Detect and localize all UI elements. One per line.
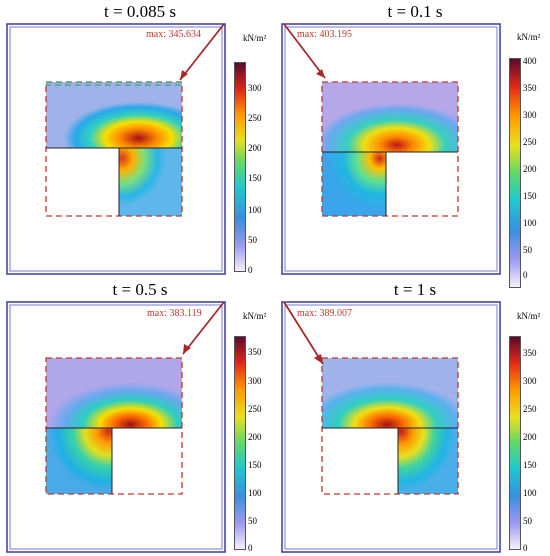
colorbar: [509, 58, 521, 288]
pressure-field-plot: [6, 23, 226, 275]
colorbar-tick: 250: [248, 404, 262, 414]
colorbar-tick: 50: [248, 516, 257, 526]
colorbar-tick: 50: [523, 245, 532, 255]
colorbar-tick: 0: [248, 265, 253, 275]
colorbar-tick: 350: [523, 348, 537, 358]
domain-frame: [6, 301, 226, 553]
colorbar-tick: 200: [523, 164, 537, 174]
panel-t-0085: t = 0.085 s max: 345.634 kN/m² 300 250: [0, 0, 275, 278]
dashed-outline: [321, 81, 459, 217]
pressure-field-plot: [6, 301, 226, 553]
lower-right-field: [398, 428, 458, 494]
arrow-head: [183, 344, 191, 354]
time-label: t = 0.1 s: [387, 2, 443, 21]
colorbar-tick: 300: [523, 110, 537, 120]
panel-t-1: t = 1 s max: 389.007 kN/m² 350 300 250 2…: [275, 278, 550, 556]
dashed-outline: [321, 357, 459, 495]
colorbar-tick: 100: [248, 488, 262, 498]
colorbar-tick: 250: [248, 113, 262, 123]
unit-label: kN/m²: [243, 311, 267, 321]
domain-frame-inner: [9, 304, 223, 550]
colorbar-tick: 300: [248, 83, 262, 93]
panel-t-01: t = 0.1 s max: 403.195 kN/m² 400 350 300…: [275, 0, 550, 288]
upper-field: [322, 82, 458, 152]
colorbar-tick: 250: [523, 404, 537, 414]
max-arrow: [182, 301, 225, 355]
unit-label: kN/m²: [517, 32, 541, 42]
colorbar-tick: 400: [523, 56, 537, 66]
unit-label: kN/m²: [517, 311, 541, 321]
unit-label: kN/m²: [243, 33, 267, 43]
upper-field: [46, 82, 182, 148]
colorbar-tick: 300: [523, 376, 537, 386]
max-label: max: 345.634: [146, 29, 201, 40]
max-label: max: 389.007: [297, 308, 352, 319]
upper-field: [322, 358, 458, 428]
max-arrow: [283, 23, 326, 79]
lower-left-field: [46, 428, 112, 494]
arrow-head: [180, 70, 188, 80]
colorbar-tick: 50: [248, 235, 257, 245]
time-label: t = 1 s: [393, 280, 437, 299]
colorbar-tick: 350: [523, 83, 537, 93]
upper-field: [46, 358, 182, 428]
colorbar-tick: 200: [523, 432, 537, 442]
lower-right-field: [119, 148, 182, 216]
colorbar-tick: 100: [248, 205, 262, 215]
colorbar-tick: 150: [523, 460, 537, 470]
colorbar-tick: 50: [523, 516, 532, 526]
colorbar-tick: 0: [523, 543, 528, 553]
domain-frame: [281, 23, 501, 275]
colorbar-tick: 350: [248, 347, 262, 357]
colorbar-tick: 0: [523, 270, 528, 280]
colorbar: [234, 336, 246, 550]
colorbar-tick: 0: [248, 543, 253, 553]
pressure-field-plot: [281, 23, 501, 275]
colorbar: [509, 336, 521, 550]
colorbar: [234, 62, 246, 272]
time-label: t = 0.5 s: [112, 280, 168, 299]
lower-left-field: [322, 152, 386, 216]
colorbar-tick: 150: [248, 460, 262, 470]
colorbar-tick: 300: [248, 376, 262, 386]
max-arrow: [283, 301, 324, 365]
arrow-head: [314, 354, 323, 364]
domain-frame-inner: [284, 304, 498, 550]
colorbar-tick: 200: [248, 143, 262, 153]
colorbar-tick: 100: [523, 218, 537, 228]
domain-frame-inner: [9, 26, 223, 272]
colorbar-tick: 250: [523, 137, 537, 147]
panel-t-05: t = 0.5 s max: 383.119 kN/m² 350 300 250…: [0, 278, 275, 556]
colorbar-tick: 100: [523, 488, 537, 498]
time-label: t = 0.085 s: [104, 2, 176, 21]
domain-frame-inner: [284, 26, 498, 272]
arrow-head: [316, 69, 325, 78]
colorbar-tick: 150: [248, 173, 262, 183]
colorbar-tick: 200: [248, 432, 262, 442]
pressure-field-plot: [281, 301, 501, 553]
dashed-outline: [45, 357, 183, 495]
max-label: max: 403.195: [297, 29, 352, 40]
dashed-outline: [45, 81, 183, 217]
max-arrow: [179, 23, 225, 81]
domain-frame: [281, 301, 501, 553]
colorbar-tick: 150: [523, 191, 537, 201]
max-label: max: 383.119: [147, 308, 202, 319]
domain-frame: [6, 23, 226, 275]
